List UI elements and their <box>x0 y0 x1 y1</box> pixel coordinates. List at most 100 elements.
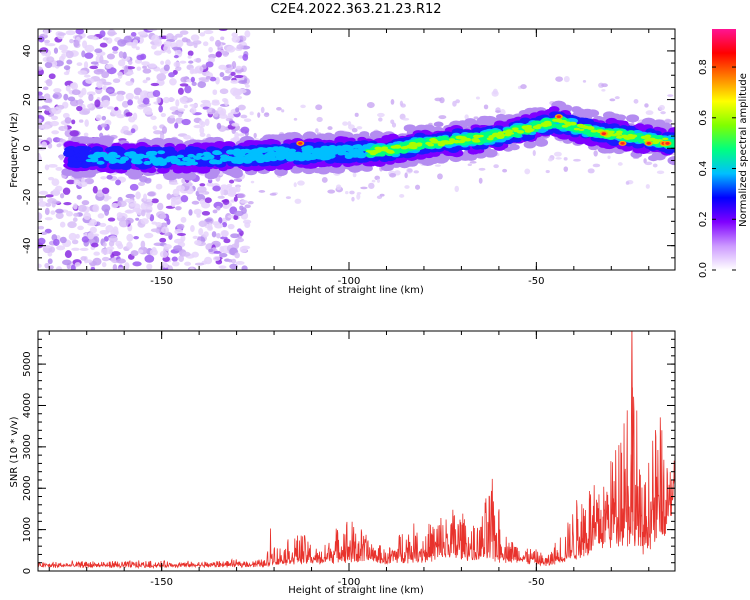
noise-blob <box>51 178 60 187</box>
noise-blob <box>86 91 96 96</box>
spectral-blob <box>148 155 157 161</box>
noise-blob <box>112 264 118 270</box>
noise-blob <box>601 88 606 92</box>
noise-blob <box>83 132 89 137</box>
noise-blob <box>547 157 553 162</box>
spectral-blob <box>331 165 346 174</box>
noise-blob <box>321 177 328 183</box>
noise-blob <box>244 30 251 38</box>
spectral-blob <box>533 120 542 125</box>
spectral-blob <box>157 150 166 155</box>
noise-blob <box>38 190 49 195</box>
noise-blob <box>150 82 160 87</box>
noise-blob <box>244 84 250 88</box>
noise-blob <box>106 174 113 180</box>
noise-blob <box>73 212 80 217</box>
noise-blob <box>101 187 110 194</box>
spectral-blob <box>303 145 314 151</box>
noise-blob <box>47 258 53 265</box>
noise-blob <box>238 80 248 84</box>
noise-blob <box>499 109 506 116</box>
noise-blob <box>132 261 142 267</box>
noise-blob <box>366 101 375 109</box>
noise-blob <box>168 181 179 186</box>
spectral-blob <box>287 148 297 153</box>
noise-blob <box>73 39 80 48</box>
noise-blob <box>502 168 508 173</box>
noise-blob <box>144 177 152 184</box>
noise-blob <box>116 114 125 119</box>
noise-blob <box>181 251 191 257</box>
noise-blob <box>293 117 298 121</box>
noise-blob <box>137 98 143 105</box>
noise-blob <box>601 83 608 88</box>
noise-blob <box>68 232 77 241</box>
noise-blob <box>235 261 245 265</box>
noise-blob <box>77 181 88 188</box>
noise-blob <box>609 98 616 102</box>
noise-blob <box>152 90 161 98</box>
noise-blob <box>80 256 87 261</box>
noise-blob <box>151 44 157 50</box>
noise-blob <box>69 130 80 137</box>
noise-blob <box>145 77 151 81</box>
noise-blob <box>469 161 477 164</box>
noise-blob <box>92 204 100 213</box>
spectral-blob <box>497 131 505 135</box>
noise-blob <box>51 130 60 135</box>
noise-blob <box>199 183 206 187</box>
spectral-peak-core <box>646 142 651 145</box>
spectral-blob <box>400 146 408 150</box>
noise-blob <box>84 178 95 185</box>
noise-blob <box>137 249 144 254</box>
noise-blob <box>593 150 598 157</box>
noise-blob <box>587 168 595 174</box>
noise-blob <box>218 64 227 70</box>
noise-blob <box>228 179 235 184</box>
noise-blob <box>99 42 108 48</box>
noise-blob <box>50 120 60 127</box>
noise-blob <box>404 185 410 189</box>
spectral-blob <box>492 134 499 137</box>
noise-blob <box>233 196 238 202</box>
noise-blob <box>101 204 111 213</box>
noise-blob <box>524 168 531 175</box>
noise-blob <box>114 106 119 111</box>
noise-blob <box>135 217 140 221</box>
noise-blob <box>454 185 460 193</box>
noise-blob <box>42 86 49 91</box>
noise-blob <box>592 163 601 168</box>
noise-blob <box>41 124 51 130</box>
noise-blob <box>44 61 53 69</box>
noise-blob <box>150 115 157 120</box>
noise-blob <box>236 88 247 94</box>
noise-blob <box>178 255 185 262</box>
noise-blob <box>378 117 383 122</box>
noise-blob <box>354 112 359 117</box>
noise-blob <box>269 192 277 196</box>
noise-blob <box>142 65 147 69</box>
noise-blob <box>169 106 179 111</box>
spectral-blob <box>201 156 210 161</box>
spectral-blob <box>580 108 594 117</box>
noise-blob <box>197 81 207 89</box>
noise-blob <box>59 193 65 199</box>
noise-blob <box>77 225 84 231</box>
spectral-blob <box>338 150 346 155</box>
noise-blob <box>335 184 342 191</box>
noise-blob <box>225 64 232 69</box>
noise-blob <box>71 239 79 245</box>
spectral-blob <box>156 167 169 174</box>
spectral-blob <box>199 161 209 167</box>
spectral-blob <box>251 140 261 146</box>
noise-blob <box>148 63 157 68</box>
noise-blob <box>130 31 137 37</box>
noise-blob <box>75 29 84 35</box>
noise-blob <box>77 70 88 75</box>
noise-blob <box>51 115 59 121</box>
noise-blob <box>142 79 148 84</box>
noise-blob <box>219 88 229 95</box>
noise-blob <box>102 242 107 247</box>
noise-blob <box>563 75 570 83</box>
noise-blob <box>99 30 106 38</box>
